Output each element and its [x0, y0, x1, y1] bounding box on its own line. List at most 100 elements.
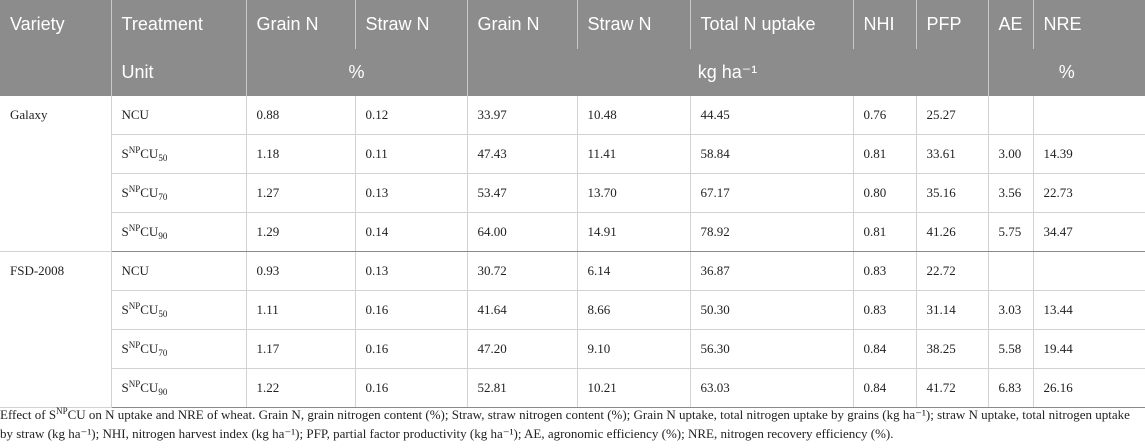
value-cell: 47.20: [467, 329, 578, 369]
col-header-treatment: Treatment: [111, 0, 247, 49]
value-cell: [1033, 96, 1145, 135]
treatment-base: S: [121, 380, 129, 395]
treatment-sub: 90: [158, 387, 168, 397]
value-cell: 41.26: [916, 212, 989, 252]
value-cell: 33.61: [916, 134, 989, 174]
value-cell: 1.17: [246, 329, 356, 369]
table-body: Galaxy NCU 0.88 0.12 33.97 10.48 44.45 0.76 25.2…: [0, 96, 1145, 408]
value-cell: [1033, 251, 1145, 291]
treatment-suffix: CU: [140, 341, 159, 356]
table-row: FSD-2008 NCU 0.93 0.13 30.72 6.14 36.87 0.83 22.…: [0, 251, 1145, 408]
value-cell: 10.21: [577, 368, 691, 408]
treatment-sup: NP: [128, 301, 141, 311]
treatment-base: S: [121, 302, 129, 317]
col-header-ae: AE: [988, 0, 1034, 49]
treatment-suffix: CU: [140, 302, 159, 317]
caption-pre: Effect of S: [0, 407, 57, 422]
table-row: SNPCU50 1.18 0.11 47.43 11.41 58.84 0.81 33.61 3…: [0, 134, 1145, 174]
col-header-nhi: NHI: [853, 0, 917, 49]
value-cell: 31.14: [916, 290, 989, 330]
variety-cell: Galaxy: [0, 96, 112, 252]
value-cell: 0.14: [355, 212, 468, 252]
col-header-grain-n-content: Grain N: [246, 0, 356, 49]
table-row: SNPCU90 1.29 0.14 64.00 14.91 78.92 0.81 41.26 5…: [0, 212, 1145, 252]
treatment-sup: NP: [128, 340, 141, 350]
treatment-cell: SNPCU90: [111, 212, 247, 252]
value-cell: 63.03: [690, 368, 854, 408]
value-cell: 14.39: [1033, 134, 1145, 174]
value-cell: [988, 251, 1034, 291]
value-cell: 41.64: [467, 290, 578, 330]
value-cell: 0.83: [853, 251, 917, 291]
value-cell: 34.47: [1033, 212, 1145, 252]
treatment-cell: SNPCU50: [111, 290, 247, 330]
value-cell: 0.81: [853, 212, 917, 252]
value-cell: 6.14: [577, 251, 691, 291]
value-cell: 5.58: [988, 329, 1034, 369]
value-cell: 5.75: [988, 212, 1034, 252]
value-cell: 0.84: [853, 329, 917, 369]
value-cell: 56.30: [690, 329, 854, 369]
treatment-base: S: [121, 341, 129, 356]
value-cell: 25.27: [916, 96, 989, 135]
value-cell: 0.11: [355, 134, 468, 174]
value-cell: 1.29: [246, 212, 356, 252]
value-cell: 0.16: [355, 329, 468, 369]
value-cell: 11.41: [577, 134, 691, 174]
unit-kg-per-ha: kg ha⁻¹: [467, 49, 989, 96]
value-cell: 0.13: [355, 173, 468, 213]
unit-label: Unit: [111, 49, 247, 96]
value-cell: 0.80: [853, 173, 917, 213]
value-cell: 30.72: [467, 251, 578, 291]
value-cell: 1.22: [246, 368, 356, 408]
table-row: SNPCU70 1.27 0.13 53.47 13.70 67.17 0.80 35.16 3…: [0, 173, 1145, 213]
value-cell: 44.45: [690, 96, 854, 135]
treatment-sub: 70: [158, 192, 168, 202]
treatment-suffix: CU: [140, 380, 159, 395]
treatment-base: NCU: [121, 263, 149, 278]
treatment-sub: 90: [158, 231, 168, 241]
value-cell: 36.87: [690, 251, 854, 291]
value-cell: 3.00: [988, 134, 1034, 174]
caption-post: CU on N uptake and NRE of wheat. Grain N…: [0, 407, 1130, 441]
treatment-sub: 50: [158, 153, 168, 163]
value-cell: 3.56: [988, 173, 1034, 213]
value-cell: 0.76: [853, 96, 917, 135]
data-table: Variety Treatment Grain N Straw N Grain …: [0, 0, 1145, 408]
treatment-sup: NP: [128, 145, 141, 155]
value-cell: 0.88: [246, 96, 356, 135]
value-cell: 0.81: [853, 134, 917, 174]
value-cell: 38.25: [916, 329, 989, 369]
treatment-base: S: [121, 224, 129, 239]
value-cell: 6.83: [988, 368, 1034, 408]
value-cell: 0.12: [355, 96, 468, 135]
variety-cell: FSD-2008: [0, 251, 112, 408]
unit-percent-content: %: [246, 49, 468, 96]
value-cell: 22.72: [916, 251, 989, 291]
col-header-total-n-uptake: Total N uptake: [690, 0, 854, 49]
value-cell: 33.97: [467, 96, 578, 135]
col-header-straw-n-uptake: Straw N: [577, 0, 691, 49]
value-cell: 0.13: [355, 251, 468, 291]
value-cell: 52.81: [467, 368, 578, 408]
treatment-suffix: CU: [140, 185, 159, 200]
value-cell: 10.48: [577, 96, 691, 135]
value-cell: 47.43: [467, 134, 578, 174]
value-cell: 13.70: [577, 173, 691, 213]
value-cell: 26.16: [1033, 368, 1145, 408]
value-cell: 0.83: [853, 290, 917, 330]
table-row: SNPCU70 1.17 0.16 47.20 9.10 56.30 0.84 38.25 5.…: [0, 329, 1145, 369]
treatment-base: NCU: [121, 107, 149, 122]
unit-row: Unit % kg ha⁻¹ %: [0, 49, 1145, 96]
value-cell: 78.92: [690, 212, 854, 252]
col-header-straw-n-content: Straw N: [355, 0, 468, 49]
value-cell: 9.10: [577, 329, 691, 369]
treatment-cell: SNPCU70: [111, 329, 247, 369]
treatment-sup: NP: [128, 379, 141, 389]
value-cell: 3.03: [988, 290, 1034, 330]
value-cell: 58.84: [690, 134, 854, 174]
treatment-cell: SNPCU50: [111, 134, 247, 174]
value-cell: 1.27: [246, 173, 356, 213]
treatment-cell: SNPCU70: [111, 173, 247, 213]
treatment-suffix: CU: [140, 224, 159, 239]
